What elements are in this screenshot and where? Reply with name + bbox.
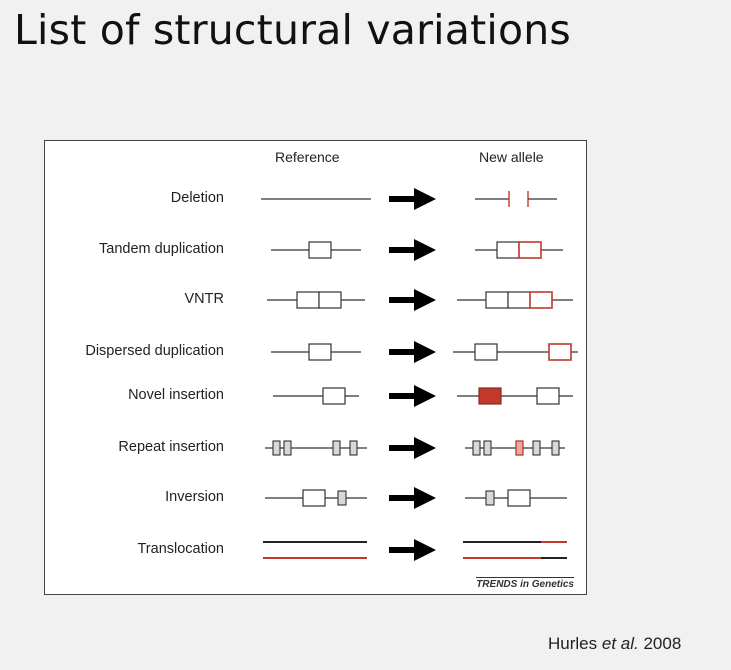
journal-credit: TRENDS in Genetics — [476, 577, 574, 590]
tandem-duplication-arrow — [389, 239, 436, 261]
row-label-dispersed-duplication: Dispersed duplication — [85, 343, 224, 359]
citation-authors: Hurles — [548, 634, 598, 653]
dispersed-duplication-arrow — [389, 341, 436, 363]
repeat-insertion-reference — [265, 440, 367, 456]
row-label-translocation: Translocation — [137, 541, 224, 557]
row-label-tandem-duplication: Tandem duplication — [99, 241, 224, 257]
vntr-arrow — [389, 289, 436, 311]
deletion-new-allele — [475, 191, 557, 207]
row-label-novel-insertion: Novel insertion — [128, 387, 224, 403]
inversion-new-allele — [465, 489, 567, 507]
row-label-inversion: Inversion — [165, 489, 224, 505]
repeat-insertion-arrow — [389, 437, 436, 459]
structural-variation-figure: Reference New allele Deletion Tandem dup… — [44, 140, 587, 595]
novel-insertion-arrow — [389, 385, 436, 407]
translocation-reference — [263, 541, 367, 559]
citation-year: 2008 — [643, 634, 682, 653]
row-label-vntr: VNTR — [184, 291, 224, 307]
translocation-arrow — [389, 539, 436, 561]
reference-column-header: Reference — [275, 149, 340, 165]
row-label-repeat-insertion: Repeat insertion — [118, 439, 224, 455]
novel-insertion-reference — [273, 387, 359, 405]
dispersed-duplication-reference — [271, 343, 361, 361]
variation-diagram — [261, 188, 578, 561]
tandem-duplication-reference — [271, 241, 361, 259]
dispersed-duplication-new-allele — [453, 343, 578, 361]
new-allele-column-header: New allele — [479, 149, 544, 165]
repeat-insertion-new-allele — [465, 440, 565, 456]
vntr-new-allele — [457, 291, 573, 309]
citation-etal: et al. — [601, 634, 639, 653]
inversion-arrow — [389, 487, 436, 509]
tandem-duplication-new-allele — [475, 241, 563, 259]
deletion-arrow — [389, 188, 436, 210]
slide-title: List of structural variations — [14, 6, 571, 54]
translocation-new-allele — [463, 541, 567, 559]
inversion-reference — [265, 489, 367, 507]
novel-insertion-new-allele — [457, 387, 573, 405]
citation: Hurles et al. 2008 — [548, 634, 681, 654]
vntr-reference — [267, 291, 365, 309]
row-label-deletion: Deletion — [170, 190, 224, 206]
